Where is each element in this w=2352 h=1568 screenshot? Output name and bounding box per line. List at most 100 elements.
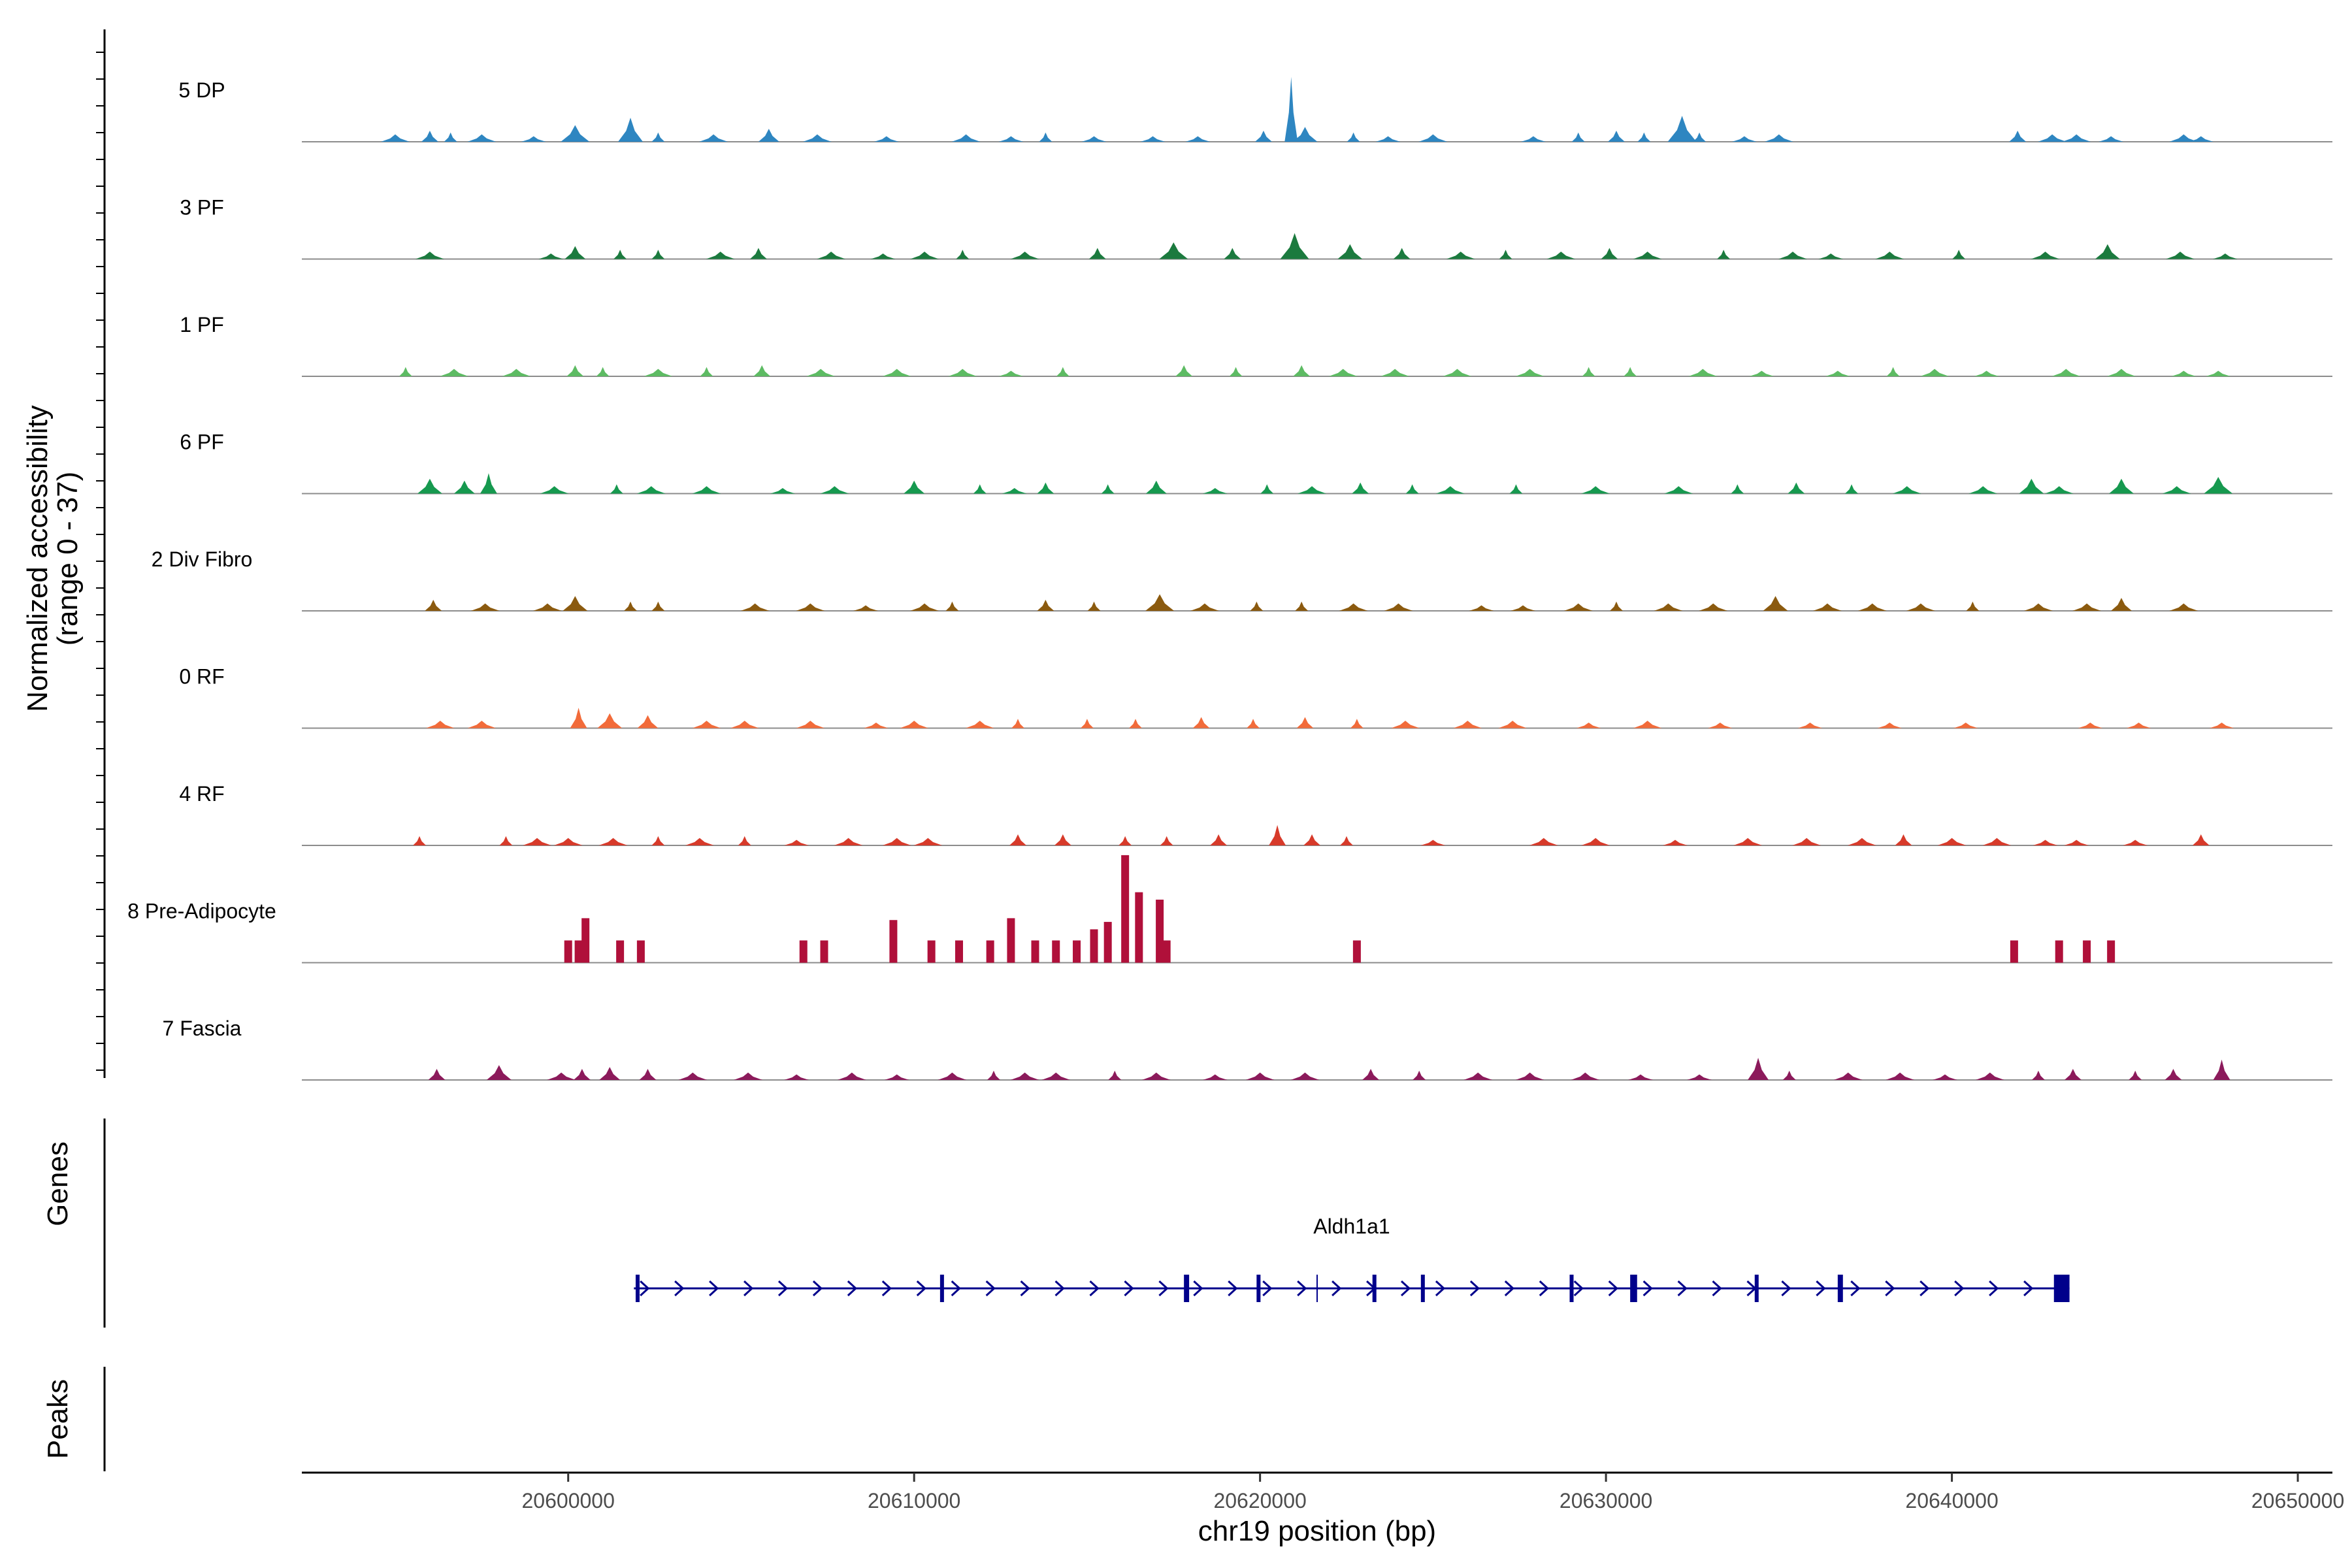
strand-chevron xyxy=(1954,1280,1965,1297)
coverage-peak xyxy=(740,603,770,611)
coverage-peak xyxy=(1778,252,1808,259)
coverage-peak xyxy=(1103,922,1112,963)
coverage-peak xyxy=(1792,838,1821,845)
coverage-peak xyxy=(1435,486,1465,494)
coverage-peak xyxy=(1581,486,1610,494)
genes-panel-title: Genes xyxy=(42,1141,74,1226)
strand-chevron xyxy=(1297,1280,1307,1297)
track-label: 4 RF xyxy=(179,782,224,806)
coverage-peak xyxy=(444,132,457,142)
coverage-peak xyxy=(1797,722,1823,728)
peaks-panel-title: Peaks xyxy=(42,1379,74,1459)
coverage-peak xyxy=(1037,482,1054,494)
coverage-peak xyxy=(523,838,552,845)
coverage-peak xyxy=(1609,601,1623,611)
coverage-peak xyxy=(973,484,987,494)
strand-chevron xyxy=(1089,1280,1100,1297)
coverage-peak xyxy=(561,125,590,142)
strand-chevron xyxy=(2023,1280,2034,1297)
coverage-peak xyxy=(521,136,546,142)
coverage-peak xyxy=(439,368,468,376)
coverage-peak xyxy=(639,1068,657,1080)
coverage-peak xyxy=(706,252,735,259)
coverage-peak xyxy=(1581,838,1610,845)
coverage-peak xyxy=(784,1074,809,1080)
coverage-peak xyxy=(948,368,977,376)
coverage-peak xyxy=(1295,601,1309,611)
coverage-peak xyxy=(2010,940,2018,963)
coverage-peak xyxy=(470,603,500,611)
strand-chevron xyxy=(1158,1280,1169,1297)
coverage-peak xyxy=(1292,127,1318,142)
coverage-peak xyxy=(2204,476,2233,494)
coverage-peak xyxy=(1968,486,1998,494)
coverage-peak xyxy=(699,134,728,142)
track-2: 3 PF xyxy=(180,196,2332,260)
coverage-peak xyxy=(563,596,588,611)
coverage-peak xyxy=(1160,836,1173,845)
coverage-peak xyxy=(1254,130,1272,142)
coverage-peak xyxy=(413,836,427,845)
strand-chevron xyxy=(1228,1280,1238,1297)
coverage-peak xyxy=(1413,1070,1426,1080)
coverage-peak xyxy=(1284,76,1298,142)
coverage-peak xyxy=(1453,721,1482,728)
coverage-peak xyxy=(597,713,623,728)
gene-exon xyxy=(1630,1275,1637,1302)
coverage-peak xyxy=(817,252,846,259)
coverage-peak xyxy=(945,601,959,611)
coverage-peak xyxy=(1920,368,1950,376)
coverage-peak xyxy=(749,248,767,259)
coverage-peak xyxy=(2099,136,2124,142)
coverage-peak xyxy=(2033,840,2058,845)
coverage-peak xyxy=(1280,233,1309,259)
coverage-peak xyxy=(651,132,665,142)
x-tick-label: 20650000 xyxy=(2251,1489,2344,1512)
track-label: 7 Fascia xyxy=(163,1017,242,1040)
coverage-peak xyxy=(1352,940,1361,963)
x-tick-label: 20610000 xyxy=(868,1489,960,1512)
coverage-peak xyxy=(1932,1074,1957,1080)
coverage-peak xyxy=(889,920,898,963)
coverage-peak xyxy=(987,1070,1000,1080)
strand-chevron xyxy=(881,1280,892,1297)
x-axis-ticks: 20600000 20610000 20620000 20630000 20640000… xyxy=(522,1473,2344,1512)
gene-exon xyxy=(1256,1275,1261,1302)
gene-exon xyxy=(939,1275,944,1302)
coverage-peak xyxy=(1119,836,1132,845)
coverage-peak xyxy=(1303,834,1321,845)
coverage-peak xyxy=(1895,834,1912,845)
coverage-peak xyxy=(570,708,587,728)
strand-chevron xyxy=(1539,1280,1550,1297)
track-label: 1 PF xyxy=(180,313,224,336)
strand-chevron xyxy=(1054,1280,1065,1297)
coverage-peak xyxy=(1202,1074,1228,1080)
strand-chevron xyxy=(1642,1280,1653,1297)
coverage-peak xyxy=(1347,132,1360,142)
coverage-peak xyxy=(938,1072,967,1080)
coverage-peak xyxy=(1857,603,1887,611)
coverage-peak xyxy=(1499,250,1512,259)
strand-chevron xyxy=(674,1280,685,1297)
track-label: 3 PF xyxy=(180,196,224,220)
strand-chevron xyxy=(743,1280,754,1297)
coverage-peak xyxy=(692,486,721,494)
coverage-peak xyxy=(956,250,970,259)
coverage-peak xyxy=(796,721,825,728)
coverage-peak xyxy=(613,250,627,259)
coverage-peak xyxy=(1463,1072,1493,1080)
coverage-peak xyxy=(428,1068,446,1080)
coverage-peak xyxy=(753,365,771,376)
coverage-peak xyxy=(399,367,412,376)
coverage-peak xyxy=(1788,482,1805,494)
coverage-peak xyxy=(2083,940,2091,963)
coverage-peak xyxy=(1418,134,1448,142)
coverage-peak xyxy=(1159,242,1188,259)
coverage-peak xyxy=(1687,1074,1712,1080)
coverage-peak xyxy=(927,940,936,963)
coverage-peak xyxy=(1088,248,1106,259)
coverage-peak xyxy=(1845,484,1859,494)
track-label: 6 PF xyxy=(180,431,224,454)
strand-chevron xyxy=(1435,1280,1446,1297)
coverage-peak xyxy=(596,367,610,376)
